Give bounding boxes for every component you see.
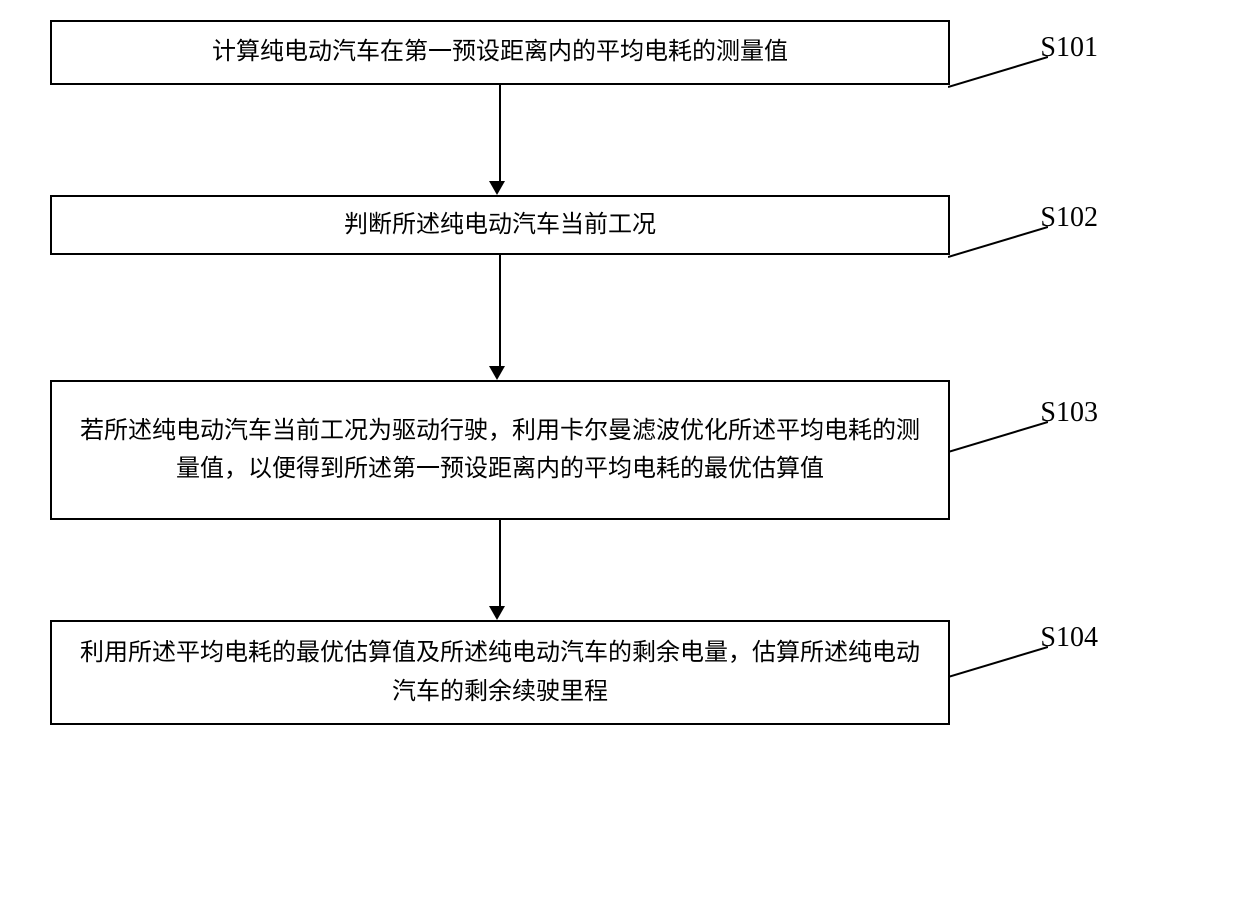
step-label: S104 bbox=[1040, 622, 1098, 654]
flowchart-step-s102: 判断所述纯电动汽车当前工况 S102 bbox=[50, 195, 950, 255]
flowchart-step-s104: 利用所述平均电耗的最优估算值及所述纯电动汽车的剩余电量，估算所述纯电动汽车的剩余… bbox=[50, 620, 950, 725]
label-connector-line bbox=[948, 52, 1048, 92]
arrow-s101-s102 bbox=[50, 85, 950, 195]
step-text: 判断所述纯电动汽车当前工况 bbox=[344, 206, 656, 244]
label-connector-line bbox=[948, 417, 1048, 457]
label-connector-line bbox=[948, 222, 1048, 262]
step-label: S101 bbox=[1040, 32, 1098, 64]
flowchart-step-s103: 若所述纯电动汽车当前工况为驱动行驶，利用卡尔曼滤波优化所述平均电耗的测量值，以便… bbox=[50, 380, 950, 520]
arrow-s103-s104 bbox=[50, 520, 950, 620]
arrow-s102-s103 bbox=[50, 255, 950, 380]
step-label: S102 bbox=[1040, 202, 1098, 234]
flowchart-container: 计算纯电动汽车在第一预设距离内的平均电耗的测量值 S101 判断所述纯电动汽车当… bbox=[50, 20, 1190, 725]
step-label: S103 bbox=[1040, 397, 1098, 429]
flowchart-step-s101: 计算纯电动汽车在第一预设距离内的平均电耗的测量值 S101 bbox=[50, 20, 950, 85]
label-connector-line bbox=[948, 642, 1048, 682]
step-text: 计算纯电动汽车在第一预设距离内的平均电耗的测量值 bbox=[212, 33, 788, 71]
step-text: 利用所述平均电耗的最优估算值及所述纯电动汽车的剩余电量，估算所述纯电动汽车的剩余… bbox=[76, 634, 924, 711]
step-text: 若所述纯电动汽车当前工况为驱动行驶，利用卡尔曼滤波优化所述平均电耗的测量值，以便… bbox=[76, 412, 924, 489]
